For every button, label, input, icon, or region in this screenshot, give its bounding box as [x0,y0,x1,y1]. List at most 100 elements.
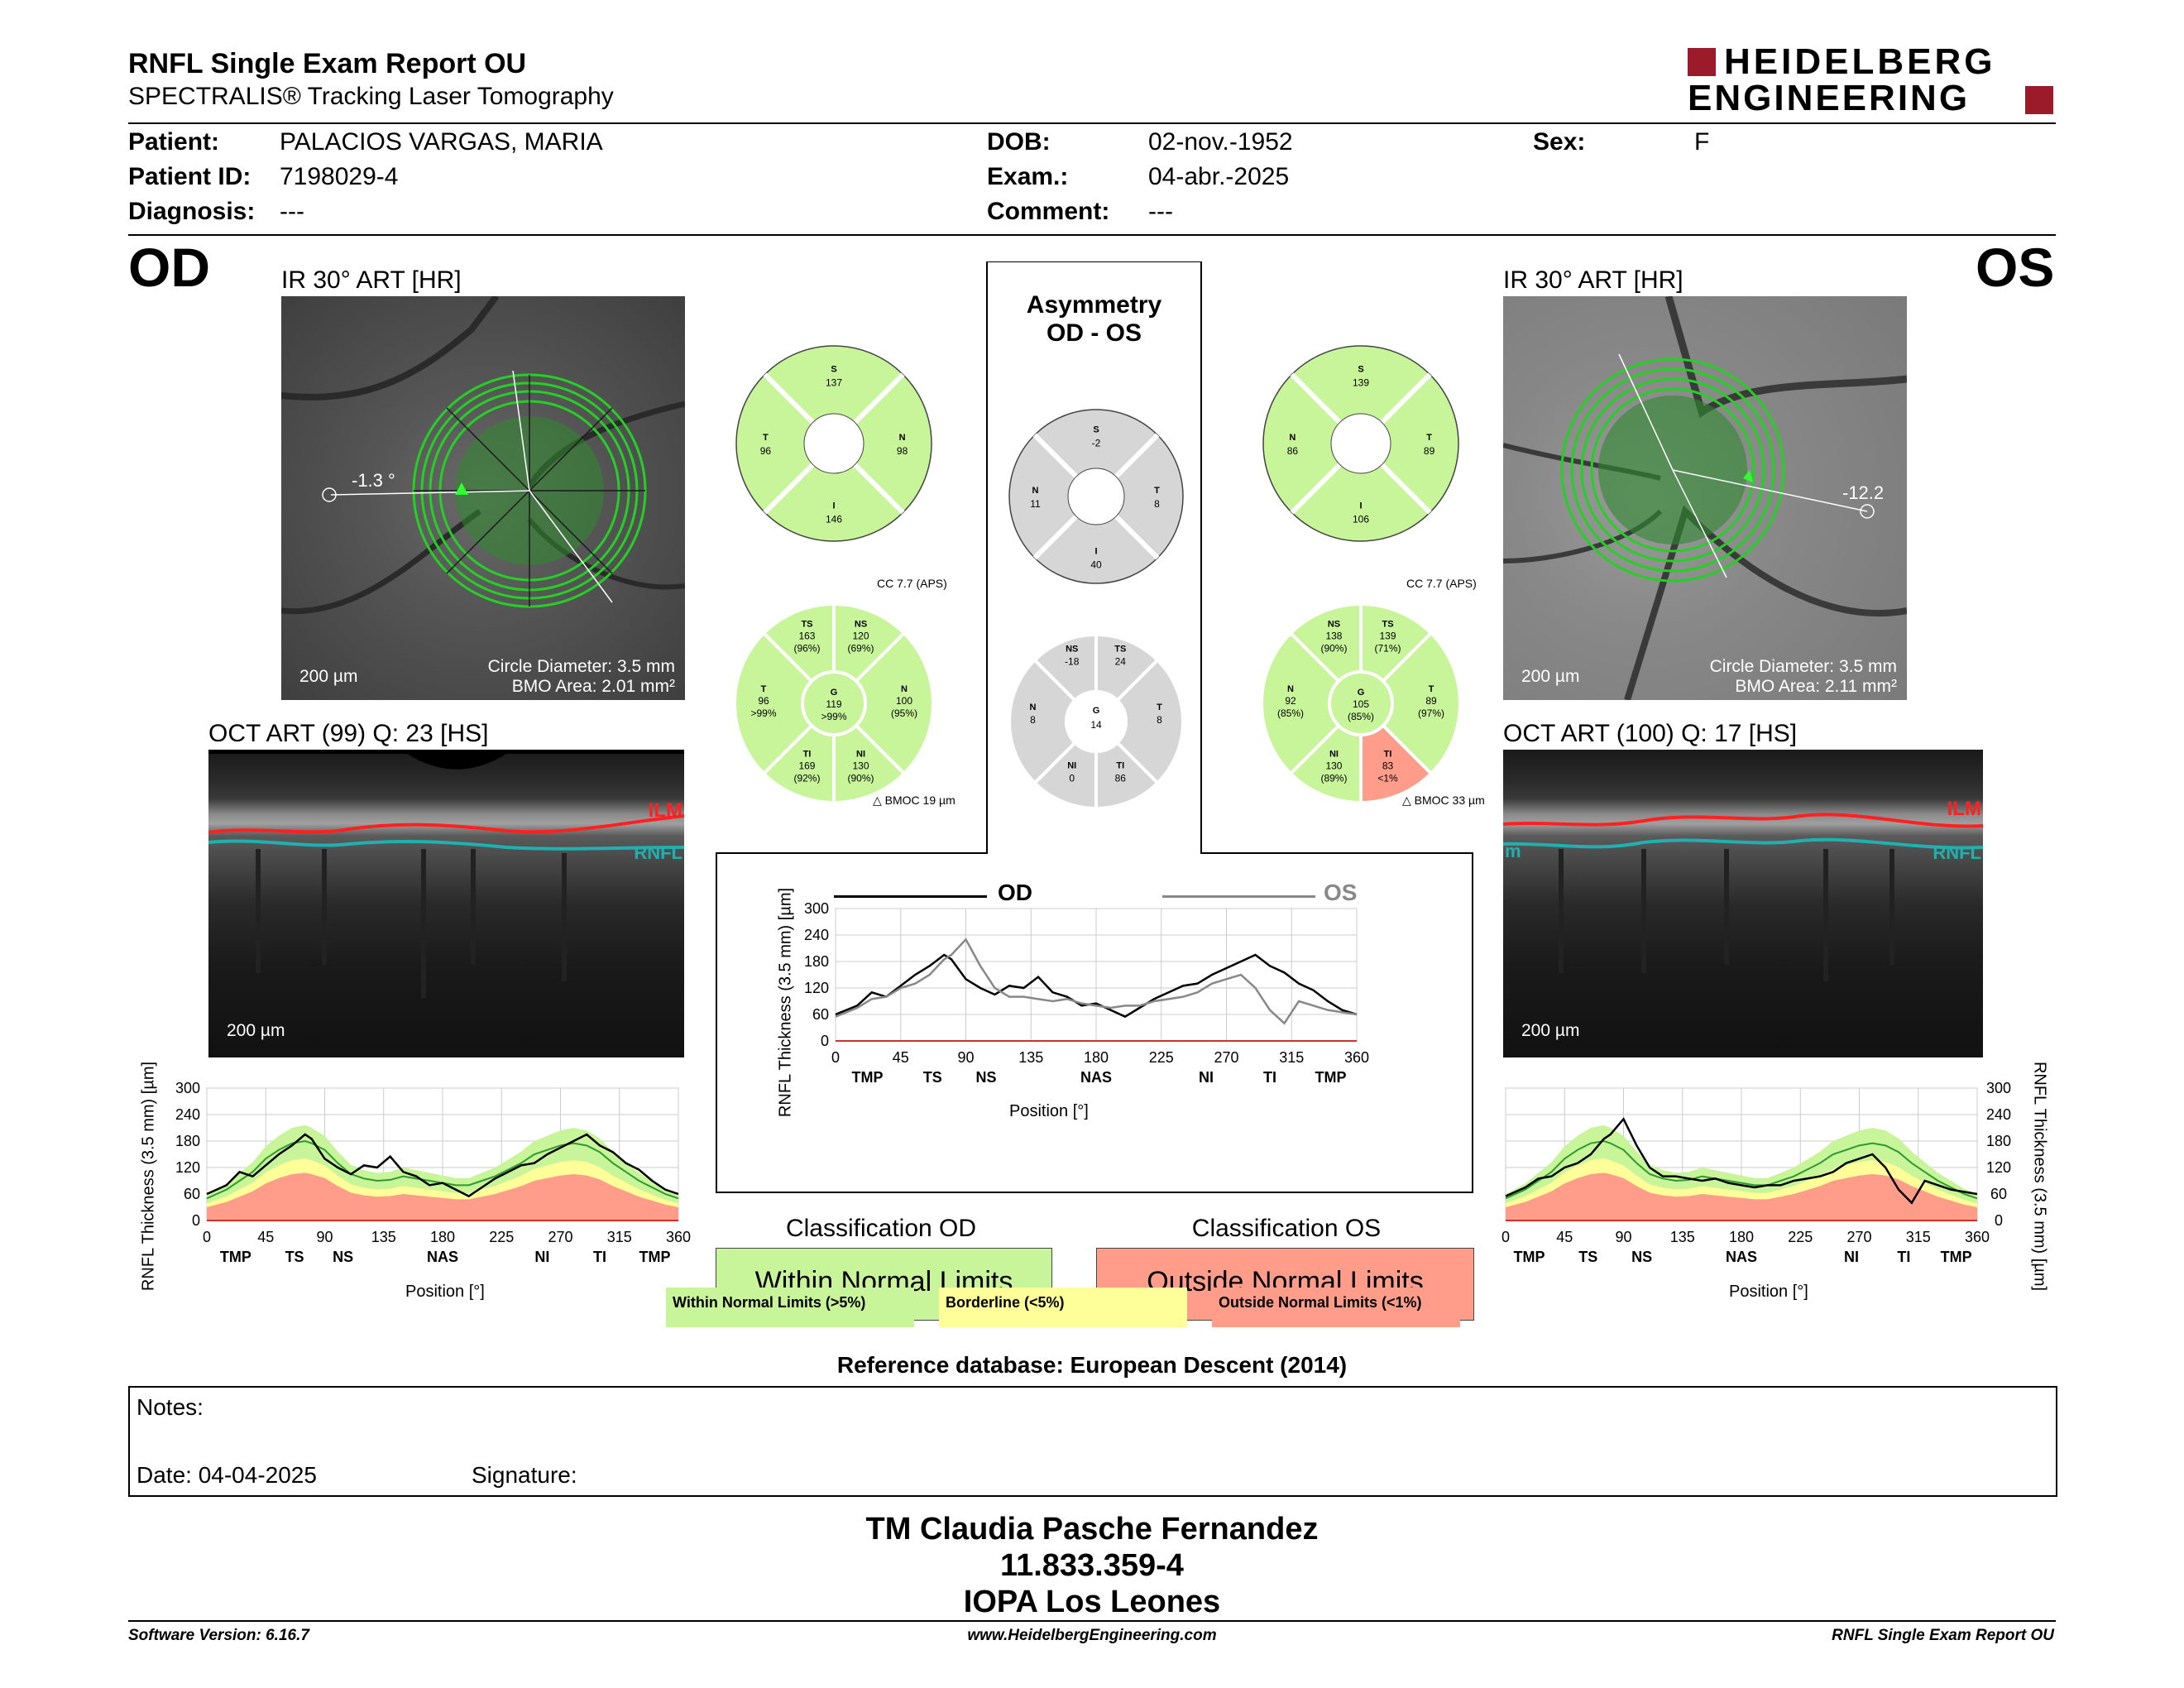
centerChart-region-ts: TS [923,1069,942,1086]
od-4sector-label-i: I [832,501,835,511]
od-4sector-center [803,413,864,474]
os-fundus-image: -12.2 200 µm Circle Diameter: 3.5 mm BMO… [1503,296,1907,700]
asym-6sector-label-g: G [1093,706,1100,716]
od-circle-diameter: Circle Diameter: 3.5 mm [487,657,675,676]
od-4sector-label-n: N [899,433,906,443]
od-4sector-divider [853,372,905,424]
asym-6sector-label-ti: TI [1116,761,1124,771]
osChart-region-tmp: TMP [1941,1249,1972,1265]
os-6sector-pct-ti: <1% [1377,773,1398,784]
od-rnfl-label: RNFL [634,842,682,863]
os-6sector-value-t: 89 [1425,695,1437,707]
os-thickness-chart: 0 60 120 180 240 300 0 45 90 135 180 225 270 315 360 TM… [1502,1080,2011,1265]
od-4sector-label-s: S [831,364,836,374]
asym-6sector-value-ts: 24 [1115,655,1127,667]
os-6sector-pct-t: (97%) [1418,707,1444,719]
osChart-xtick: 0 [1502,1229,1510,1245]
asym-4sector-label-s: S [1093,425,1099,435]
od-6sector-pct-ts: (96%) [793,642,820,654]
od-xlabel: Position [°] [405,1283,485,1301]
asym-6sector-value-ti: 86 [1115,773,1127,784]
osChart-xtick: 270 [1846,1229,1871,1245]
center-os-legend-label: OS [1324,880,1358,905]
od-6sector-label-ti: TI [803,750,812,760]
dob-label: DOB: [987,128,1051,156]
centerChart-ytick: 120 [804,980,829,996]
osChart-region-ti: TI [1897,1249,1910,1265]
os-6sector-label-n: N [1287,684,1294,694]
centerChart-xtick: 0 [831,1049,840,1066]
reference-database: Reference database: European Descent (20… [836,1352,1348,1378]
patient-name: PALACIOS VARGAS, MARIA [280,128,603,156]
os-eye-label: OS [1976,237,2055,298]
osChart-region-ni: NI [1844,1249,1859,1265]
od-6sector-value-ni: 130 [853,760,869,772]
asym-4sector-label-i: I [1094,547,1097,557]
centerChart-ytick: 180 [804,953,829,970]
asymmetry-frame [716,261,1473,1193]
notes-label: Notes: [136,1394,204,1420]
os-oct-scan: m ILM RNFL 200 µm [1503,750,1983,1057]
od-4sector-value-t: 96 [760,445,772,457]
footer-report: RNFL Single Exam Report OU [1832,1627,2054,1644]
od-ilm-label: ILM [648,799,682,822]
osChart-ytick: 60 [1990,1186,2007,1202]
asym-4sector-divider [1032,433,1079,479]
asym-4sector-divider [1114,433,1160,479]
centerChart-xtick: 270 [1214,1049,1238,1066]
centerChart-region-ns: NS [975,1069,996,1086]
asym-4sector-value-s: -2 [1092,438,1101,449]
os-4sector-label-n: N [1289,433,1296,443]
od-6sector-value-g: 119 [826,698,841,710]
report-title: RNFL Single Exam Report OU [128,48,527,79]
signer-name: TM Claudia Pasche Fernandez [865,1512,1319,1547]
sector-diagrams: S137N98I146T96S139T89I106N86S-2T8I40N11N… [733,345,1462,811]
centerChart-xtick: 315 [1279,1049,1304,1066]
os-4sector-label-t: T [1426,433,1432,443]
od-cc-label: CC 7.7 (APS) [877,577,947,590]
odChart-region-nas: NAS [427,1249,458,1265]
centerChart-xtick: 180 [1084,1049,1109,1066]
os-circle-diameter: Circle Diameter: 3.5 mm [1709,657,1897,676]
osChart-xtick: 180 [1729,1229,1754,1245]
signer-block: TM Claudia Pasche Fernandez 11.833.359-4… [0,1511,2184,1620]
os-6sector-value-ts: 139 [1380,630,1396,641]
odChart-region-ns: NS [333,1249,353,1265]
asym-6sector-global [1065,690,1128,753]
asym-6sector-label-ns: NS [1066,644,1078,654]
centerChart-ytick: 240 [804,927,829,943]
os-oct-scale: 200 µm [1521,1021,1580,1040]
centerChart-region-tmp: TMP [1315,1069,1347,1086]
osChart-region-ns: NS [1631,1249,1652,1265]
od-6sector-label-ni: NI [856,750,865,760]
asym-6sector-value-n: 8 [1030,714,1036,726]
od-bmo-area: BMO Area: 2.01 mm² [511,677,675,696]
center-xlabel: Position [°] [1009,1102,1089,1120]
os-4sector-divider [1290,463,1342,515]
centerChart-xtick: 90 [957,1049,974,1066]
sex-label: Sex: [1533,128,1586,156]
osChart-region-tmp: TMP [1514,1249,1545,1265]
od-4sector-value-s: 137 [826,376,842,388]
osChart-ytick: 120 [1986,1159,2011,1176]
odChart-region-ts: TS [285,1249,304,1265]
od-6sector-pct-ti: (92%) [793,773,820,784]
od-4sector-label-t: T [763,433,769,443]
os-4sector-center [1330,413,1391,474]
odChart-ytick: 60 [184,1186,200,1202]
os-6sector-label-g: G [1358,688,1365,698]
od-4sector-divider [763,372,815,424]
od-6sector-pct-n: (95%) [891,707,917,719]
os-6sector-label-t: T [1429,684,1434,694]
os-6sector-pct-g: (85%) [1348,711,1374,722]
od-6sector-value-ns: 120 [853,630,869,641]
center-od-legend-line [834,895,987,898]
diagnosis-label: Diagnosis: [128,198,256,225]
osChart-xtick: 225 [1788,1229,1813,1245]
od-fundus-image: -1.3 ° 200 µm Circle Diameter: 3.5 mm BM… [281,296,685,700]
sex: F [1694,128,1710,156]
os-cc-label: CC 7.7 (APS) [1406,577,1477,590]
asym-6sector-label-ts: TS [1114,644,1126,654]
osChart-ytick: 300 [1986,1080,2011,1096]
os-6sector-label-ti: TI [1384,750,1392,760]
